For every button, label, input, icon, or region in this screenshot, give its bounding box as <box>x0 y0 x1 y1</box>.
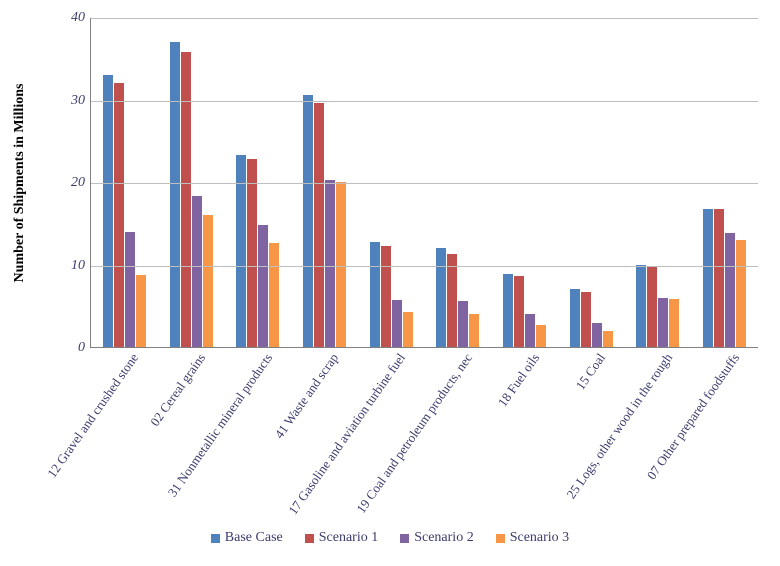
xtick-label: 15 Coal <box>568 347 609 393</box>
bar <box>192 196 202 347</box>
bar <box>469 314 479 347</box>
plot-area: 12 Gravel and crushed stone02 Cereal gra… <box>90 18 758 348</box>
gridline <box>91 266 758 267</box>
bar <box>392 300 402 347</box>
bar <box>314 103 324 347</box>
ytick-label: 10 <box>71 258 91 274</box>
bar <box>247 159 257 347</box>
bar <box>436 248 446 347</box>
bar <box>581 292 591 347</box>
bar <box>181 52 191 347</box>
bar <box>447 254 457 347</box>
legend-swatch <box>211 534 220 543</box>
legend-swatch <box>496 534 505 543</box>
bar <box>303 95 313 347</box>
bar <box>458 301 468 347</box>
bar <box>114 83 124 347</box>
bar <box>570 289 580 347</box>
bar <box>736 240 746 347</box>
bar <box>703 209 713 347</box>
bar <box>136 275 146 347</box>
bar <box>403 312 413 347</box>
bar <box>636 265 646 348</box>
bar <box>381 246 391 347</box>
xtick-label: 12 Gravel and crushed stone <box>39 347 142 481</box>
bar <box>325 180 335 347</box>
gridline <box>91 18 758 19</box>
chart-container: 12 Gravel and crushed stone02 Cereal gra… <box>0 0 780 566</box>
gridline <box>91 101 758 102</box>
ytick-label: 30 <box>71 93 91 109</box>
bar <box>525 314 535 347</box>
bar <box>725 233 735 347</box>
bar <box>603 331 613 348</box>
bar <box>658 298 668 348</box>
legend-label: Scenario 1 <box>319 530 378 546</box>
xtick-label: 17 Gasoline and aviation turbine fuel <box>280 347 409 518</box>
bar <box>669 299 679 347</box>
bar <box>170 42 180 347</box>
y-axis-title: Number of Shipments in Millions <box>12 84 28 283</box>
bar <box>714 209 724 347</box>
legend-item: Base Case <box>211 530 283 546</box>
ytick-label: 0 <box>78 340 91 356</box>
bar <box>503 274 513 347</box>
bar <box>336 182 346 347</box>
bar <box>125 232 135 348</box>
legend-label: Base Case <box>225 530 283 546</box>
bar <box>258 225 268 347</box>
legend-item: Scenario 2 <box>400 530 473 546</box>
ytick-label: 40 <box>71 10 91 26</box>
legend-swatch <box>400 534 409 543</box>
bar <box>514 276 524 347</box>
legend-label: Scenario 3 <box>510 530 569 546</box>
bar <box>536 325 546 347</box>
xtick-label: 19 Coal and petroleum products, nec <box>348 347 476 516</box>
xtick-label: 18 Fuel oils <box>489 347 542 410</box>
xtick-label: 41 Waste and scrap <box>267 347 342 442</box>
bar <box>647 267 657 347</box>
bar <box>103 75 113 347</box>
xtick-label: 02 Cereal grains <box>142 347 209 429</box>
legend-item: Scenario 3 <box>496 530 569 546</box>
legend-swatch <box>305 534 314 543</box>
legend-label: Scenario 2 <box>414 530 473 546</box>
bar <box>370 242 380 347</box>
bar <box>203 215 213 347</box>
legend: Base Case Scenario 1 Scenario 2 Scenario 3 <box>0 530 780 546</box>
bar <box>592 323 602 347</box>
ytick-label: 20 <box>71 175 91 191</box>
bar <box>269 243 279 347</box>
legend-item: Scenario 1 <box>305 530 378 546</box>
gridline <box>91 183 758 184</box>
